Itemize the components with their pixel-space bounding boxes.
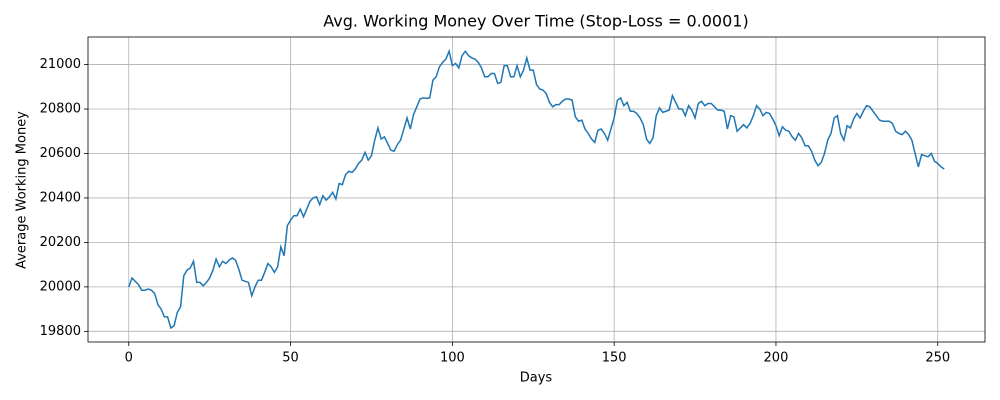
chart-title: Avg. Working Money Over Time (Stop-Loss … [323,12,748,31]
x-tick-label: 150 [602,351,627,366]
x-tick-label: 200 [764,351,789,366]
y-tick-label: 20000 [40,279,81,294]
y-tick-label: 21000 [40,57,81,72]
plot-frame [87,36,986,343]
x-tick-label: 0 [125,351,133,366]
x-tick-label: 50 [282,351,299,366]
y-tick-label: 19800 [40,324,81,339]
y-tick-label: 20800 [40,102,81,117]
x-tick-label: 100 [440,351,465,366]
y-tick-label: 20600 [40,146,81,161]
y-tick-label: 20200 [40,235,81,250]
y-tick-label: 20400 [40,190,81,205]
data-line [128,48,945,330]
y-axis-label: Average Working Money [15,111,30,269]
x-tick-label: 250 [925,351,950,366]
x-axis-label: Days [520,371,553,386]
